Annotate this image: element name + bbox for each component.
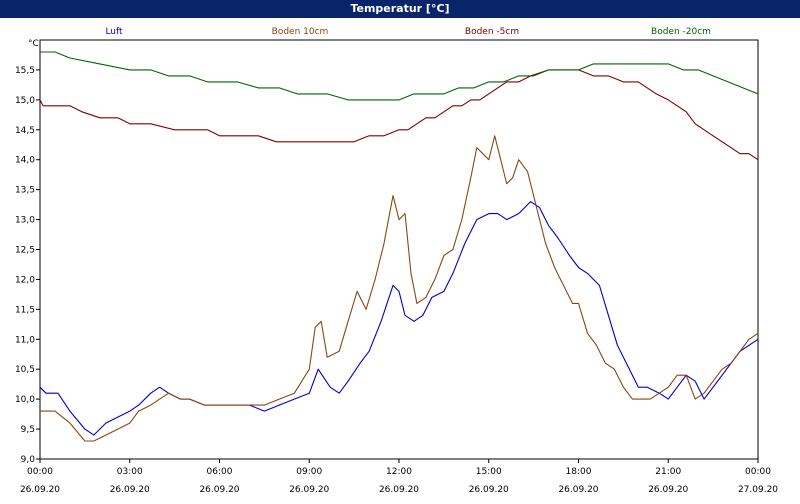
x-tick-label-time: 18:00 — [566, 467, 592, 477]
y-tick-label: 9,0 — [21, 455, 36, 465]
x-tick-label-date: 26.09.20 — [289, 485, 329, 495]
chart-area: Luft Boden 10cm Boden -5cm Boden -20cm 9,0 9… — [0, 18, 800, 500]
y-tick-label: 13,5 — [15, 186, 35, 196]
x-tick-label-date: 26.09.20 — [469, 485, 509, 495]
y-tick-label: 14,5 — [15, 126, 35, 136]
x-tick-label-date: 26.09.20 — [379, 485, 419, 495]
y-tick-label: 9,5 — [21, 425, 35, 435]
legend-entry: Luft — [105, 27, 123, 37]
x-tick-label-date: 26.09.20 — [20, 485, 60, 495]
x-tick-label-date: 27.09.20 — [738, 485, 778, 495]
x-tick-label-time: 03:00 — [117, 467, 143, 477]
x-tick-label-date: 26.09.20 — [199, 485, 239, 495]
x-tick-label-time: 00:00 — [27, 467, 53, 477]
legend-entry: Boden -5cm — [465, 27, 519, 37]
x-tick-label-date: 26.09.20 — [558, 485, 598, 495]
plot-frame — [39, 39, 759, 460]
temperature-chart: Luft Boden 10cm Boden -5cm Boden -20cm 9,09… — [15, 27, 778, 495]
legend-entry: Boden -20cm — [651, 27, 711, 37]
axes: 9,0 9,5 10,0 10,5 11,0 11,5 12,0 12,5 13,0 13,5 14… — [15, 39, 778, 495]
series-line — [39, 201, 759, 436]
y-tick-label: 15,0 — [15, 96, 35, 106]
series-lines — [39, 51, 759, 442]
x-tick-label-date: 26.09.20 — [648, 485, 688, 495]
y-axis-unit-label: °C — [28, 39, 39, 49]
y-tick-label: 15,5 — [15, 66, 35, 76]
y-tick-label: 11,5 — [15, 305, 35, 315]
x-tick-label-time: 00:00 — [745, 467, 771, 477]
chart-title-bar: Temperatur [°C] — [0, 0, 800, 18]
legend: Luft Boden 10cm Boden -5cm Boden -20cm — [105, 27, 711, 37]
x-tick-label-date: 26.09.20 — [110, 485, 150, 495]
x-tick-label-time: 06:00 — [207, 467, 233, 477]
x-tick-label-time: 09:00 — [296, 467, 322, 477]
y-tick-label: 14,0 — [15, 156, 35, 166]
y-tick-label: 13,0 — [15, 216, 35, 226]
y-tick-label: 10,5 — [15, 365, 35, 375]
y-tick-label: 10,0 — [15, 395, 35, 405]
series-line — [40, 135, 759, 442]
x-tick-label-time: 21:00 — [655, 467, 681, 477]
series-line — [40, 51, 759, 101]
series-line — [39, 69, 759, 161]
y-tick-label: 12,5 — [15, 246, 35, 256]
legend-entry: Boden 10cm — [272, 27, 329, 37]
y-tick-label: 11,0 — [15, 335, 35, 345]
y-tick-label: 12,0 — [15, 275, 35, 285]
chart-title: Temperatur [°C] — [350, 2, 450, 15]
x-tick-label-time: 12:00 — [386, 467, 412, 477]
x-tick-label-time: 15:00 — [476, 467, 502, 477]
